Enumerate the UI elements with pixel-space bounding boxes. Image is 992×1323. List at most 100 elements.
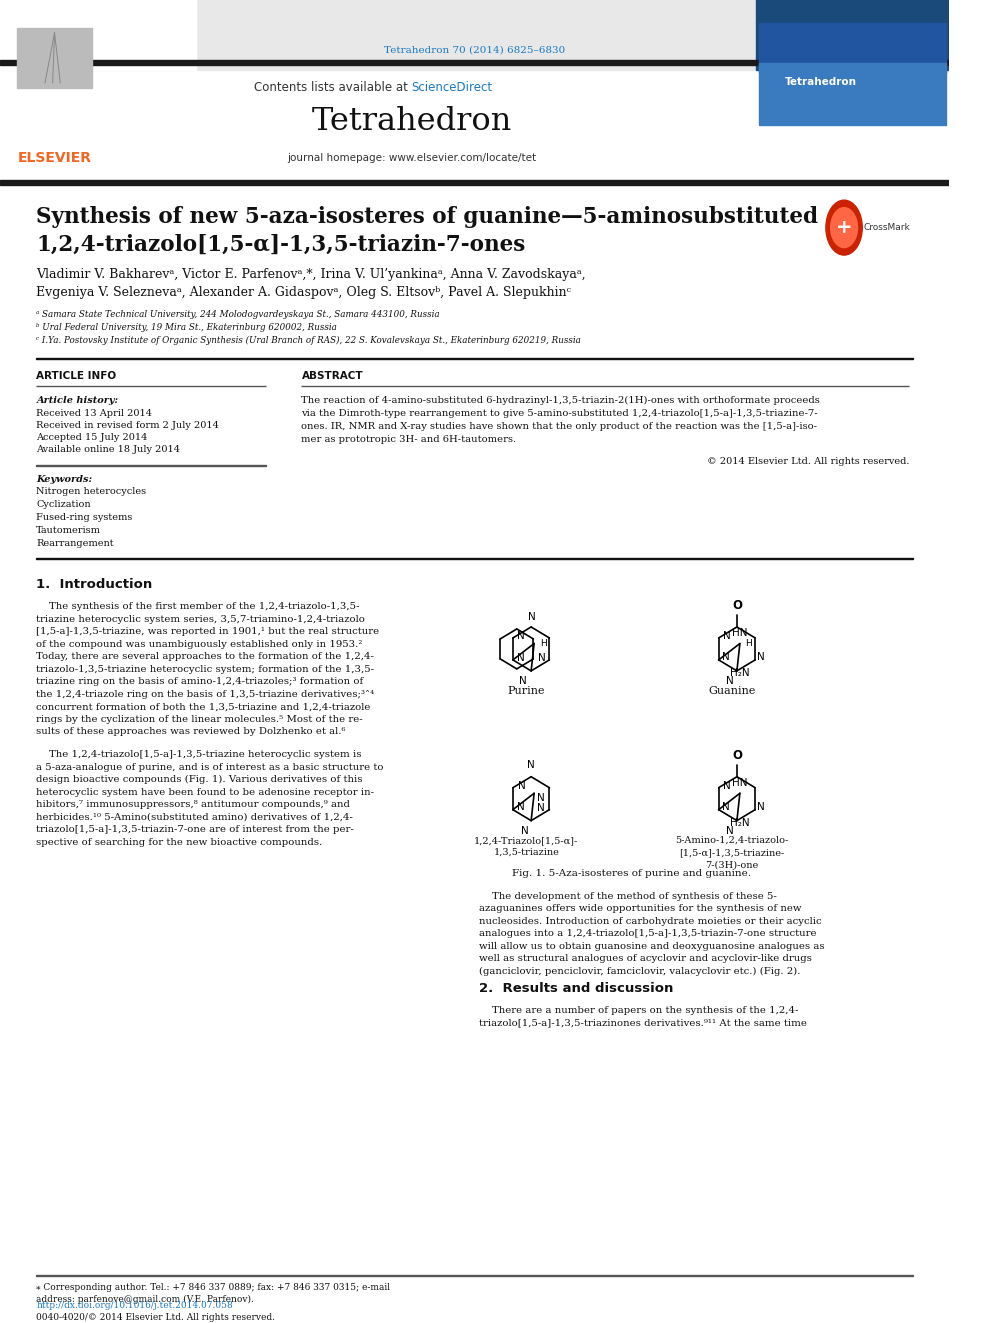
- Text: N: N: [517, 802, 525, 812]
- Text: sults of these approaches was reviewed by Dolzhenko et al.⁶: sults of these approaches was reviewed b…: [37, 728, 346, 737]
- Text: (ganciclovir, penciclovir, famciclovir, valacyclovir etc.) (Fig. 2).: (ganciclovir, penciclovir, famciclovir, …: [478, 967, 800, 976]
- Text: CrossMark: CrossMark: [863, 224, 910, 232]
- Text: ⁎ Corresponding author. Tel.: +7 846 337 0889; fax: +7 846 337 0315; e-mail: ⁎ Corresponding author. Tel.: +7 846 337…: [37, 1283, 391, 1293]
- Text: design bioactive compounds (Fig. 1). Various derivatives of this: design bioactive compounds (Fig. 1). Var…: [37, 775, 363, 785]
- Text: Tetrahedron 70 (2014) 6825–6830: Tetrahedron 70 (2014) 6825–6830: [384, 45, 565, 54]
- Text: N: N: [519, 676, 527, 685]
- Text: Available online 18 July 2014: Available online 18 July 2014: [37, 445, 181, 454]
- Text: N: N: [528, 613, 536, 622]
- Text: http://dx.doi.org/10.1016/j.tet.2014.07.058: http://dx.doi.org/10.1016/j.tet.2014.07.…: [37, 1302, 233, 1310]
- Ellipse shape: [826, 200, 862, 255]
- Text: N: N: [528, 759, 535, 770]
- Text: [1,5-a]-1,3,5-triazine, was reported in 1901,¹ but the real structure: [1,5-a]-1,3,5-triazine, was reported in …: [37, 627, 380, 636]
- Text: +: +: [836, 218, 852, 237]
- Bar: [759, 22, 946, 73]
- Text: There are a number of papers on the synthesis of the 1,2,4-: There are a number of papers on the synt…: [478, 1005, 798, 1015]
- Text: nucleosides. Introduction of carbohydrate moieties or their acyclic: nucleosides. Introduction of carbohydrat…: [478, 917, 821, 926]
- Text: Received in revised form 2 July 2014: Received in revised form 2 July 2014: [37, 421, 219, 430]
- Text: ᵇ Ural Federal University, 19 Mira St., Ekaterinburg 620002, Russia: ᵇ Ural Federal University, 19 Mira St., …: [37, 323, 337, 332]
- Text: azaguanines offers wide opportunities for the synthesis of new: azaguanines offers wide opportunities fo…: [478, 905, 801, 913]
- Text: triazolo-1,3,5-triazine heterocyclic system; formation of the 1,3,5-: triazolo-1,3,5-triazine heterocyclic sys…: [37, 665, 374, 673]
- Text: triazolo[1,5-a]-1,3,5-triazin-7-one are of interest from the per-: triazolo[1,5-a]-1,3,5-triazin-7-one are …: [37, 826, 354, 833]
- Text: ᶜ I.Ya. Postovsky Institute of Organic Synthesis (Ural Branch of RAS), 22 S. Kov: ᶜ I.Ya. Postovsky Institute of Organic S…: [37, 336, 581, 345]
- Text: N: N: [517, 654, 525, 663]
- Text: Evgeniya V. Seleznevaᵃ, Alexander A. Gidaspovᵃ, Oleg S. Eltsovᵇ, Pavel A. Slepuk: Evgeniya V. Seleznevaᵃ, Alexander A. Gid…: [37, 286, 571, 299]
- Text: H₂N: H₂N: [730, 668, 749, 677]
- Bar: [0, 0, 196, 70]
- Text: HN: HN: [732, 628, 748, 638]
- Text: N: N: [538, 654, 546, 663]
- Text: N: N: [723, 781, 731, 791]
- Text: N: N: [757, 802, 765, 812]
- Text: Tetrahedron: Tetrahedron: [785, 77, 857, 87]
- Text: Purine: Purine: [508, 685, 545, 696]
- Text: 5-Amino-1,2,4-triazolo-: 5-Amino-1,2,4-triazolo-: [676, 836, 789, 845]
- Text: Cyclization: Cyclization: [37, 500, 91, 508]
- Text: [1,5-α]-1,3,5-triazine-: [1,5-α]-1,3,5-triazine-: [680, 848, 785, 857]
- Text: Synthesis of new 5-aza-isosteres of guanine—5-aminosubstituted: Synthesis of new 5-aza-isosteres of guan…: [37, 205, 818, 228]
- Text: 7-(3H)-one: 7-(3H)-one: [705, 860, 759, 869]
- Text: triazine heterocyclic system series, 3,5,7-triamino-1,2,4-triazolo: triazine heterocyclic system series, 3,5…: [37, 615, 365, 624]
- Text: via the Dimroth-type rearrangement to give 5-amino-substituted 1,2,4-triazolo[1,: via the Dimroth-type rearrangement to gi…: [302, 409, 818, 418]
- Text: ᵃ Samara State Technical University, 244 Molodogvardeyskaya St., Samara 443100, : ᵃ Samara State Technical University, 244…: [37, 310, 440, 319]
- Text: The 1,2,4-triazolo[1,5-a]-1,3,5-triazine heterocyclic system is: The 1,2,4-triazolo[1,5-a]-1,3,5-triazine…: [37, 750, 362, 759]
- Text: ScienceDirect: ScienceDirect: [412, 81, 493, 94]
- Text: address: parfenove@gmail.com (V.E. Parfenov).: address: parfenove@gmail.com (V.E. Parfe…: [37, 1295, 254, 1304]
- Text: journal homepage: www.elsevier.com/locate/tet: journal homepage: www.elsevier.com/locat…: [287, 152, 536, 163]
- Text: H₂N: H₂N: [730, 818, 749, 828]
- Text: N: N: [518, 781, 526, 791]
- Text: Vladimir V. Bakharevᵃ, Victor E. Parfenovᵃ,*, Irina V. Ul’yankinaᵃ, Anna V. Zavo: Vladimir V. Bakharevᵃ, Victor E. Parfeno…: [37, 269, 586, 280]
- Text: HN: HN: [732, 778, 748, 787]
- Text: Fig. 1. 5-Aza-isosteres of purine and guanine.: Fig. 1. 5-Aza-isosteres of purine and gu…: [512, 869, 751, 878]
- Text: analogues into a 1,2,4-triazolo[1,5-a]-1,3,5-triazin-7-one structure: analogues into a 1,2,4-triazolo[1,5-a]-1…: [478, 930, 816, 938]
- Text: triazolo[1,5-a]-1,3,5-triazinones derivatives.⁹¹¹ At the same time: triazolo[1,5-a]-1,3,5-triazinones deriva…: [478, 1019, 806, 1027]
- Text: Tautomerism: Tautomerism: [37, 525, 101, 534]
- Text: well as structural analogues of acyclovir and acyclovir-like drugs: well as structural analogues of acyclovi…: [478, 954, 811, 963]
- Text: N: N: [517, 631, 525, 640]
- Text: spective of searching for the new bioactive compounds.: spective of searching for the new bioact…: [37, 837, 322, 847]
- Text: Today, there are several approaches to the formation of the 1,2,4-: Today, there are several approaches to t…: [37, 652, 374, 662]
- Text: O: O: [732, 599, 742, 613]
- Text: Guanine: Guanine: [708, 685, 756, 696]
- Text: The reaction of 4-amino-substituted 6-hydrazinyl-1,3,5-triazin-2(1H)-ones with o: The reaction of 4-amino-substituted 6-hy…: [302, 396, 820, 405]
- Text: herbicides.¹⁰ 5-Amino(substituted amino) derivatives of 1,2,4-: herbicides.¹⁰ 5-Amino(substituted amino)…: [37, 812, 353, 822]
- Text: O: O: [732, 749, 742, 762]
- Text: Article history:: Article history:: [37, 396, 118, 405]
- Text: ones. IR, NMR and X-ray studies have shown that the only product of the reaction: ones. IR, NMR and X-ray studies have sho…: [302, 422, 817, 431]
- Bar: [0, 0, 949, 70]
- Text: 1.  Introduction: 1. Introduction: [37, 578, 153, 590]
- Text: © 2014 Elsevier Ltd. All rights reserved.: © 2014 Elsevier Ltd. All rights reserved…: [706, 456, 909, 466]
- Text: Nitrogen heterocycles: Nitrogen heterocycles: [37, 487, 147, 496]
- Text: 1,2,4-triazolo[1,5-α]-1,3,5-triazin-7-ones: 1,2,4-triazolo[1,5-α]-1,3,5-triazin-7-on…: [37, 234, 526, 255]
- Text: N: N: [723, 631, 731, 640]
- Text: Keywords:: Keywords:: [37, 475, 92, 484]
- Bar: [759, 64, 946, 124]
- Text: the 1,2,4-triazole ring on the basis of 1,3,5-triazine derivatives;³˄⁴: the 1,2,4-triazole ring on the basis of …: [37, 689, 375, 699]
- Bar: [37, 359, 913, 360]
- Text: Received 13 April 2014: Received 13 April 2014: [37, 409, 153, 418]
- Text: H: H: [745, 639, 751, 648]
- Text: 0040-4020/© 2014 Elsevier Ltd. All rights reserved.: 0040-4020/© 2014 Elsevier Ltd. All right…: [37, 1314, 276, 1322]
- Text: ARTICLE INFO: ARTICLE INFO: [37, 372, 116, 381]
- Text: of the compound was unambiguously established only in 1953.²: of the compound was unambiguously establ…: [37, 640, 363, 648]
- Text: heterocyclic system have been found to be adenosine receptor in-: heterocyclic system have been found to b…: [37, 787, 374, 796]
- Text: will allow us to obtain guanosine and deoxyguanosine analogues as: will allow us to obtain guanosine and de…: [478, 942, 824, 951]
- Text: Rearrangement: Rearrangement: [37, 538, 114, 548]
- Bar: [0, 180, 949, 185]
- Text: mer as prototropic 3H- and 6H-tautomers.: mer as prototropic 3H- and 6H-tautomers.: [302, 435, 517, 443]
- Bar: [0, 60, 949, 65]
- Text: N: N: [726, 826, 734, 836]
- Text: Tetrahedron: Tetrahedron: [311, 106, 512, 138]
- Text: concurrent formation of both the 1,3,5-triazine and 1,2,4-triazole: concurrent formation of both the 1,3,5-t…: [37, 703, 371, 712]
- Text: N: N: [537, 792, 545, 803]
- Text: ELSEVIER: ELSEVIER: [18, 151, 91, 165]
- Text: N: N: [757, 652, 765, 662]
- Text: N: N: [722, 802, 730, 812]
- Text: 1,2,4-Triazolo[1,5-α]-: 1,2,4-Triazolo[1,5-α]-: [474, 836, 578, 845]
- Bar: [17, 28, 92, 87]
- Text: N: N: [722, 652, 730, 662]
- Text: 1,3,5-triazine: 1,3,5-triazine: [493, 848, 559, 857]
- Text: N: N: [521, 826, 529, 836]
- Text: N: N: [726, 676, 734, 685]
- Text: Accepted 15 July 2014: Accepted 15 July 2014: [37, 433, 148, 442]
